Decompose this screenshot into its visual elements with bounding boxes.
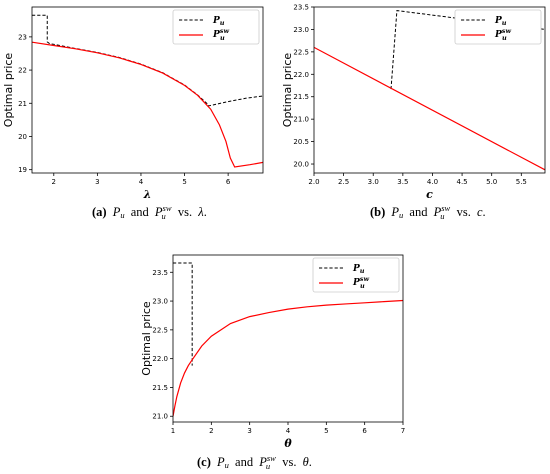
x-tick-label: 2.0 [308, 178, 319, 186]
caption-c: (c) Pu and Psw u vs. θ. [197, 453, 312, 472]
x-tick-label: 5 [324, 427, 328, 435]
y-tick-label: 22.5 [293, 48, 309, 56]
legend-label-pusw: Psw u [494, 27, 511, 42]
legend-label-pusw: Psw u [352, 275, 369, 290]
x-axis-label: λ [143, 188, 152, 201]
x-tick-label: 1 [171, 427, 175, 435]
y-tick-label: 22.0 [293, 71, 309, 79]
y-axis-label: Optimal price [281, 53, 294, 128]
y-tick-label: 21.0 [152, 413, 168, 421]
y-tick-label: 21.5 [293, 93, 309, 101]
y-tick-label: 23.5 [293, 4, 309, 12]
x-tick-label: 3 [247, 427, 251, 435]
caption-a: (a) Pu and Psw u vs. λ. [92, 203, 207, 222]
plot-frame [313, 6, 546, 174]
x-tick-label: 4.5 [457, 178, 468, 186]
y-tick-label: 21.0 [293, 116, 309, 124]
series-line-pu [173, 262, 193, 366]
x-tick-label: 3.0 [368, 178, 379, 186]
chart-panel-b: 2.0 2.5 3.0 3.5 4.0 4.5 5.0 5.5 20.0 20.5 21.0 21.5… [281, 4, 546, 201]
legend-label-pusw: Psw u [212, 27, 229, 42]
y-tick-label: 22.5 [152, 326, 168, 334]
chart-panel-c: 1 2 3 4 5 6 7 21.0 21.5 22.0 22.5 23.0 23.5 θ Optimal … [140, 254, 405, 450]
x-tick-label: 4.0 [427, 178, 438, 186]
x-tick-label: 4 [286, 427, 291, 435]
y-tick-label: 22 [18, 67, 27, 75]
y-tick-label: 19 [18, 166, 27, 174]
series-line-pusw [314, 46, 545, 171]
legend-label-pu: Pu [212, 16, 225, 27]
x-tick-label: 2.5 [338, 178, 349, 186]
y-tick-label: 23 [18, 33, 27, 41]
x-tick-label: 7 [401, 427, 405, 435]
x-tick-label: 3 [95, 178, 99, 186]
x-tick-label: 5.5 [516, 178, 527, 186]
y-tick-label: 21.5 [152, 384, 168, 392]
legend-label-pu: Pu [352, 264, 365, 275]
x-tick-label: 6 [362, 427, 367, 435]
y-tick-label: 20 [18, 133, 27, 141]
y-tick-label: 20.0 [293, 161, 309, 169]
y-tick-label: 23.0 [293, 26, 309, 34]
y-tick-label: 23.0 [152, 298, 168, 306]
x-tick-label: 3.5 [397, 178, 408, 186]
series-line-pusw [173, 299, 403, 417]
y-axis-label: Optimal price [2, 53, 15, 128]
x-tick-label: 2 [209, 427, 213, 435]
x-tick-label: 6 [226, 178, 231, 186]
y-tick-label: 21 [18, 100, 27, 108]
legend-label-pu: Pu [494, 16, 507, 27]
caption-b: (b) Pu and Psw u vs. c. [370, 203, 486, 222]
x-axis-label: c [426, 188, 433, 201]
series-line-pu [32, 14, 263, 107]
y-tick-label: 22.0 [152, 355, 168, 363]
x-tick-label: 5 [182, 178, 186, 186]
x-axis-label: θ [284, 437, 292, 450]
y-tick-label: 23.5 [152, 269, 168, 277]
series-line-pusw [32, 41, 263, 168]
plot-frame [31, 6, 264, 174]
y-tick-label: 20.5 [293, 138, 309, 146]
x-tick-label: 2 [52, 178, 56, 186]
y-axis-label: Optimal price [140, 301, 153, 376]
x-tick-label: 4 [139, 178, 144, 186]
x-tick-label: 5.0 [486, 178, 497, 186]
